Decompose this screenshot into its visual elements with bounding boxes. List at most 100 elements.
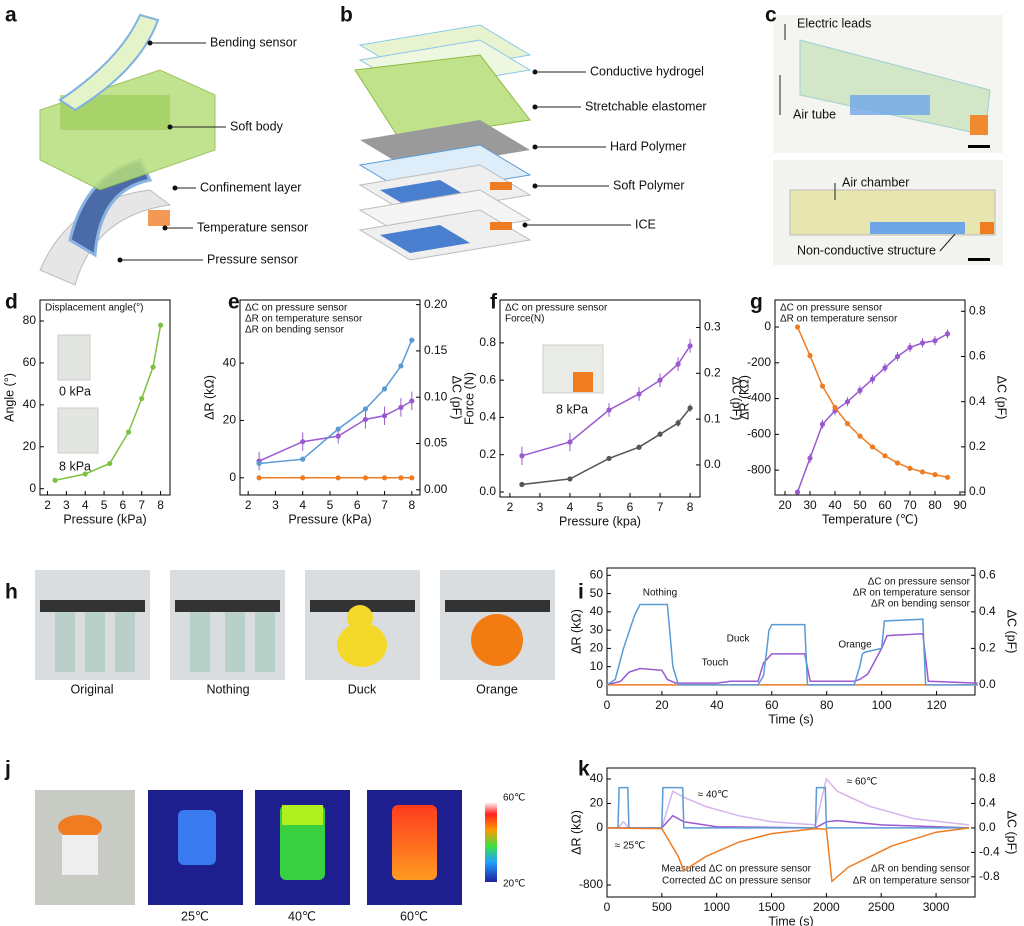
data-point bbox=[657, 377, 663, 383]
x-axis-label: Pressure (kPa) bbox=[63, 512, 146, 526]
leader-dot bbox=[532, 183, 538, 189]
y-tick-label: 40 bbox=[23, 397, 37, 411]
data-point bbox=[82, 471, 88, 477]
y-tick-label: 80 bbox=[23, 313, 37, 327]
callout-label: Electric leads bbox=[797, 16, 871, 30]
data-point bbox=[150, 364, 156, 370]
callout-label: Air tube bbox=[793, 107, 836, 121]
y2-axis-label: ΔC (pF) bbox=[450, 376, 464, 420]
legend-entry: ΔR on temperature sensor bbox=[245, 314, 363, 325]
y2-axis-label: ΔC (pF) bbox=[1005, 610, 1019, 654]
chart: 2 3 4 5 6 7 8 0.0 0.2 0.4 0.6 0.8 0.0 0.1 0.2 0.3 Pressu… bbox=[462, 299, 744, 528]
y-tick-label: 0.8 bbox=[479, 335, 496, 349]
data-point bbox=[300, 475, 306, 481]
legend-entry: Displacement angle(°) bbox=[45, 303, 144, 314]
y-axis-label: ΔR (kΩ) bbox=[202, 375, 216, 420]
x-tick-label: 2500 bbox=[868, 900, 895, 914]
inset-block bbox=[573, 372, 593, 392]
leader-dot bbox=[532, 104, 538, 110]
chart: 20 30 40 50 60 70 80 90 0 -200 -400 -600 -800 0.0 0.2 0… bbox=[737, 299, 1009, 526]
series-line bbox=[607, 777, 970, 829]
illustration-b bbox=[354, 24, 532, 261]
x-axis-label: Temperature (℃) bbox=[822, 512, 918, 526]
y-tick-label: 20 bbox=[23, 439, 37, 453]
x-tick-label: 8 bbox=[408, 498, 415, 512]
data-point bbox=[157, 322, 164, 328]
x-tick-label: 5 bbox=[101, 498, 108, 512]
y2-tick-label: 0.2 bbox=[969, 439, 986, 453]
panel-label: h bbox=[5, 581, 18, 604]
y-tick-label: 0 bbox=[229, 470, 236, 484]
data-point bbox=[919, 469, 926, 475]
annotation: Orange bbox=[838, 640, 872, 651]
data-point bbox=[381, 413, 388, 419]
x-tick-label: 40 bbox=[828, 498, 842, 512]
x-tick-label: 4 bbox=[82, 498, 89, 512]
data-point bbox=[567, 439, 573, 445]
callout-label: Non-conductive structure bbox=[797, 243, 936, 257]
legend-entry: ΔR on temperature sensor bbox=[853, 588, 971, 599]
plot-frame bbox=[606, 767, 976, 898]
data-point bbox=[300, 439, 306, 445]
y2-axis-label: ΔC (pF) bbox=[730, 377, 744, 421]
data-point bbox=[687, 343, 693, 349]
data-point bbox=[819, 421, 826, 427]
x-tick-label: 20 bbox=[655, 698, 669, 712]
annotation: Nothing bbox=[643, 588, 677, 599]
chart: 0 500 1000 1500 2000 2500 300040200-8000.80.40… bbox=[569, 767, 1019, 926]
x-tick-label: 80 bbox=[928, 498, 942, 512]
annotation: ≈ 25℃ bbox=[615, 841, 646, 852]
data-point bbox=[675, 361, 681, 367]
y-tick-label: -600 bbox=[747, 427, 771, 441]
data-point bbox=[606, 455, 612, 462]
x-tick-label: 1000 bbox=[703, 900, 730, 914]
data-point bbox=[882, 365, 888, 371]
x-tick-label: 20 bbox=[778, 498, 792, 512]
y-tick-label: 0 bbox=[596, 677, 603, 691]
y-tick-label: 60 bbox=[23, 355, 37, 369]
y-tick-label: 0 bbox=[596, 820, 603, 834]
data-point bbox=[567, 476, 573, 482]
y2-tick-label: 0.0 bbox=[979, 820, 996, 834]
legend-entry: ΔR on temperature sensor bbox=[853, 876, 971, 887]
legend-entry: Corrected ΔC on pressure sensor bbox=[662, 876, 812, 887]
x-tick-label: 7 bbox=[138, 498, 145, 512]
y2-tick-label: 0.8 bbox=[979, 771, 996, 785]
y-axis-label: Force (N) bbox=[462, 372, 476, 425]
y-tick-label: 20 bbox=[590, 796, 604, 810]
plot-frame bbox=[499, 299, 701, 498]
x-tick-label: 60 bbox=[765, 698, 779, 712]
annotation: 8 kPa bbox=[556, 402, 588, 416]
panel-label: e bbox=[228, 291, 240, 314]
panel-label: c bbox=[765, 4, 777, 27]
annotation: Touch bbox=[702, 658, 729, 669]
x-tick-label: 4 bbox=[299, 498, 306, 512]
x-tick-label: 8 bbox=[687, 500, 694, 514]
data-point bbox=[869, 444, 876, 450]
annotation: 8 kPa bbox=[59, 459, 91, 473]
panel-label: j bbox=[4, 758, 11, 781]
colorbar-label: 60℃ bbox=[503, 793, 525, 804]
x-tick-label: 70 bbox=[903, 498, 917, 512]
x-tick-label: 3 bbox=[272, 498, 279, 512]
y2-tick-label: 0.4 bbox=[979, 604, 996, 618]
x-tick-label: 3 bbox=[63, 498, 70, 512]
data-point bbox=[857, 433, 863, 439]
panel-label: d bbox=[5, 291, 18, 314]
photo-caption: 25℃ bbox=[181, 909, 209, 923]
panel-label: a bbox=[5, 4, 17, 27]
photo-c bbox=[773, 15, 1003, 265]
photo-caption: Orange bbox=[476, 682, 518, 696]
y2-tick-label: 0.6 bbox=[979, 567, 996, 581]
x-axis-label: Pressure (kPa) bbox=[288, 512, 371, 526]
y-tick-label: 0.2 bbox=[479, 447, 496, 461]
data-point bbox=[256, 475, 262, 481]
photo-h bbox=[35, 570, 555, 680]
y-tick-label: 20 bbox=[590, 641, 604, 655]
annotation: ≈ 60℃ bbox=[847, 777, 878, 788]
y-tick-label: 0.6 bbox=[479, 372, 496, 386]
x-tick-label: 6 bbox=[627, 500, 634, 514]
data-point bbox=[398, 404, 404, 411]
y2-tick-label: 0.00 bbox=[424, 482, 448, 496]
